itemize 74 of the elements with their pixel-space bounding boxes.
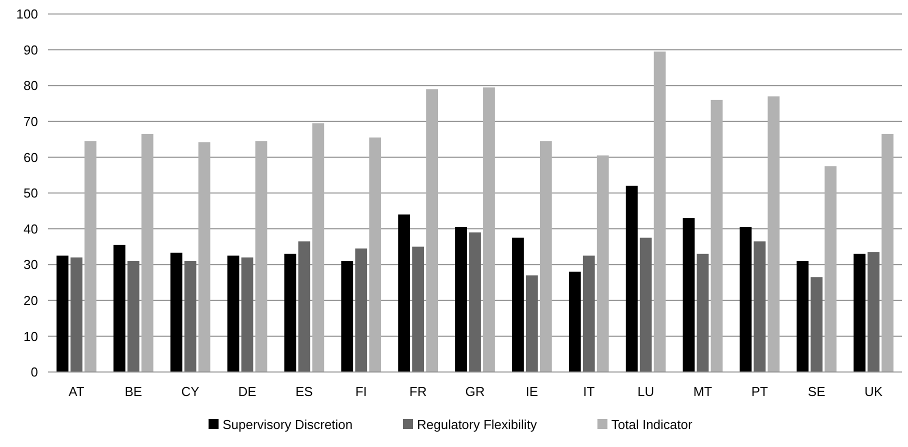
bar: [596, 155, 609, 372]
legend-label: Regulatory Flexibility: [417, 417, 538, 432]
bar: [369, 138, 382, 372]
bar: [768, 96, 780, 372]
bar: [696, 254, 709, 372]
bar: [341, 261, 354, 372]
bar: [312, 123, 324, 372]
y-tick-label: 60: [24, 150, 38, 165]
bar: [483, 87, 495, 372]
bar: [284, 254, 296, 372]
y-tick-label: 20: [24, 292, 38, 308]
bar: [113, 244, 126, 372]
bar: [84, 141, 96, 372]
bar: [582, 256, 595, 372]
x-tick-label: MT: [693, 384, 712, 399]
bar: [710, 100, 723, 372]
bar: [227, 256, 240, 372]
bar: [854, 254, 866, 372]
bar: [455, 227, 467, 372]
bar: [540, 141, 552, 372]
y-tick-label: 80: [24, 78, 38, 94]
bar: [127, 261, 140, 372]
bar: [796, 261, 809, 372]
bar: [868, 252, 880, 372]
x-tick-label: ES: [296, 384, 314, 399]
y-tick-label: 30: [24, 257, 38, 272]
x-tick-label: LU: [637, 384, 654, 399]
bar: [141, 134, 154, 372]
y-tick-label: 10: [24, 328, 38, 344]
y-tick-label: 90: [24, 42, 38, 58]
x-tick-label: BE: [124, 384, 142, 399]
y-tick-label: 40: [24, 221, 38, 236]
bar: [526, 275, 538, 372]
bar: [184, 261, 196, 372]
bar: [70, 257, 82, 372]
x-tick-label: FI: [355, 384, 367, 399]
y-tick-label: 100: [16, 6, 38, 22]
y-tick-label: 70: [24, 114, 38, 129]
bar: [412, 246, 424, 372]
bar: [512, 238, 524, 372]
y-tick-label: 0: [30, 364, 38, 380]
bar: [626, 186, 638, 372]
bar: [824, 166, 837, 372]
bar: [469, 232, 481, 372]
bar: [56, 256, 68, 372]
x-tick-label: SE: [808, 384, 826, 399]
bar: [198, 142, 210, 372]
bar: [810, 277, 823, 372]
bar: [640, 238, 652, 372]
bar: [355, 248, 368, 372]
x-tick-label: CY: [181, 384, 200, 399]
bar: [255, 141, 268, 372]
x-tick-label: DE: [238, 384, 257, 399]
bar: [568, 272, 581, 372]
y-tick-label: 50: [24, 186, 38, 201]
bar: [241, 257, 254, 372]
bar: [740, 227, 752, 372]
bar: [882, 134, 894, 372]
legend-label: Total Indicator: [611, 417, 694, 432]
x-tick-label: FR: [409, 384, 427, 399]
bar: [170, 252, 182, 372]
bar: [426, 89, 438, 372]
x-tick-label: PT: [751, 384, 768, 399]
bar: [682, 218, 695, 372]
x-tick-label: IE: [526, 384, 538, 399]
bar: [298, 241, 310, 372]
x-tick-label: IT: [583, 384, 595, 399]
legend-label: Supervisory Discretion: [222, 417, 353, 432]
x-tick-label: AT: [68, 384, 84, 399]
x-tick-label: UK: [864, 384, 883, 399]
bar: [754, 241, 766, 372]
bar: [398, 214, 410, 372]
bar: [654, 52, 666, 372]
x-tick-label: GR: [465, 384, 485, 399]
